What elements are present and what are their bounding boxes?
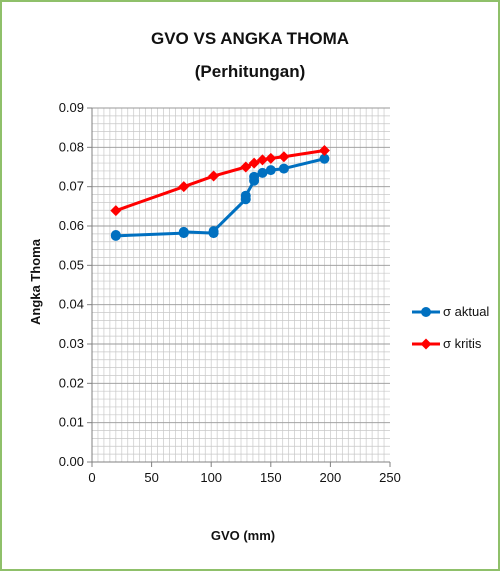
data-point bbox=[248, 157, 260, 169]
chart-subtitle: (Perhitungan) bbox=[195, 62, 306, 81]
data-point bbox=[265, 165, 276, 176]
data-point bbox=[240, 161, 252, 173]
axes bbox=[91, 108, 390, 463]
y-tick-label: 0.04 bbox=[59, 297, 84, 312]
legend-item: σ kritis bbox=[412, 336, 482, 351]
data-point bbox=[208, 170, 220, 182]
x-tick-label: 100 bbox=[200, 470, 222, 485]
series-sigma-aktual bbox=[110, 153, 330, 241]
data-point bbox=[256, 154, 268, 166]
data-point bbox=[318, 144, 330, 156]
data-point bbox=[240, 190, 251, 201]
y-tick-label: 0.03 bbox=[59, 336, 84, 351]
y-tick-label: 0.06 bbox=[59, 218, 84, 233]
series bbox=[110, 144, 330, 241]
legend-marker bbox=[421, 307, 431, 317]
x-tick-label: 150 bbox=[260, 470, 282, 485]
legend-marker bbox=[420, 338, 432, 350]
data-point bbox=[110, 230, 121, 241]
series-sigma-kritis bbox=[110, 144, 330, 217]
legend-label: σ kritis bbox=[443, 336, 482, 351]
x-tick-label: 50 bbox=[144, 470, 158, 485]
data-point bbox=[265, 152, 277, 164]
y-axis-title: Angka Thoma bbox=[28, 238, 43, 325]
chart-title: GVO VS ANGKA THOMA bbox=[151, 29, 349, 48]
y-tick-label: 0.00 bbox=[59, 454, 84, 469]
y-tick-label: 0.08 bbox=[59, 139, 84, 154]
data-point bbox=[178, 226, 189, 237]
series-line bbox=[115, 148, 325, 213]
data-point bbox=[110, 205, 122, 217]
legend: σ aktual σ kritis bbox=[412, 304, 489, 351]
x-tick-label: 200 bbox=[320, 470, 342, 485]
data-point bbox=[208, 226, 219, 237]
series-line bbox=[114, 157, 325, 238]
y-tick-label: 0.01 bbox=[59, 415, 84, 430]
x-axis-title: GVO (mm) bbox=[211, 528, 275, 543]
grid bbox=[92, 107, 390, 462]
data-point bbox=[249, 171, 260, 182]
data-point bbox=[257, 167, 268, 178]
data-point bbox=[278, 163, 289, 174]
y-tick-label: 0.07 bbox=[59, 179, 84, 194]
legend-item: σ aktual bbox=[412, 304, 489, 319]
y-tick-label: 0.02 bbox=[59, 375, 84, 390]
x-tick-label: 250 bbox=[379, 470, 401, 485]
data-point bbox=[178, 181, 190, 193]
data-point bbox=[319, 153, 330, 164]
y-tick-label: 0.09 bbox=[59, 100, 84, 115]
data-point bbox=[278, 151, 290, 163]
x-tick-label: 0 bbox=[88, 470, 95, 485]
y-tick-label: 0.05 bbox=[59, 257, 84, 272]
legend-label: σ aktual bbox=[443, 304, 489, 319]
tick-labels: 0 50 100 150 200 250 0.00 0.01 0.02 0.03 0.04 0.05 0… bbox=[59, 100, 401, 485]
